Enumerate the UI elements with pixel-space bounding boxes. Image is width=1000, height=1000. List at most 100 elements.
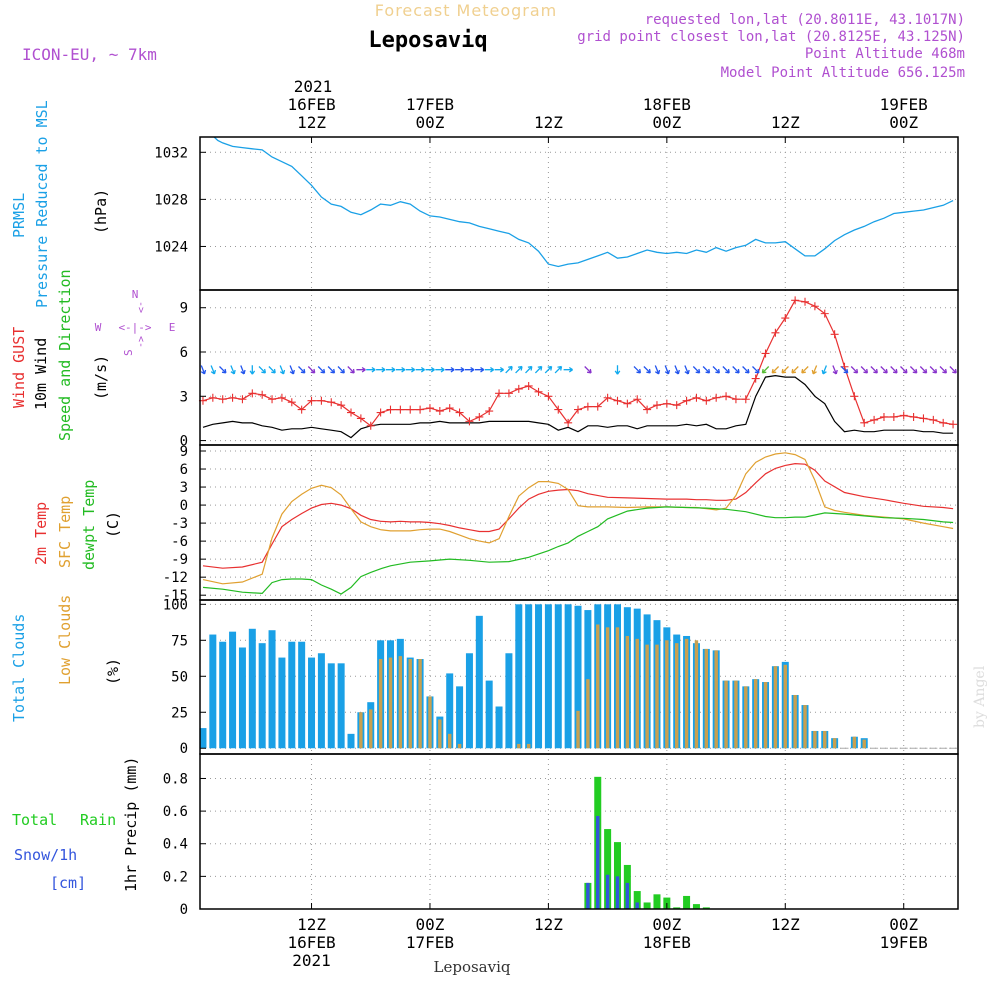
total-cloud-bar <box>209 634 217 749</box>
gust-marker <box>435 407 444 416</box>
gust-marker <box>652 401 661 410</box>
wind-barb <box>633 366 642 374</box>
total-cloud-bar <box>278 657 286 749</box>
low-cloud-bar <box>714 650 718 749</box>
wind-barb <box>643 366 651 374</box>
model-altitude: Model Point Altitude 656.125m <box>721 65 965 81</box>
gust-marker <box>860 418 869 427</box>
total-cloud-bar <box>327 663 335 749</box>
gust-marker <box>870 415 879 424</box>
rain-bar <box>604 829 612 909</box>
gust-marker <box>218 395 227 404</box>
low-cloud-bar <box>605 627 610 749</box>
gust-marker <box>416 405 425 414</box>
gust-marker <box>722 392 731 401</box>
bottom-date-label: 17FEB <box>406 933 454 952</box>
y-tick-label: 9 <box>180 444 188 460</box>
gust-marker <box>356 414 365 423</box>
gust-marker <box>820 309 829 318</box>
gust-marker <box>534 387 543 396</box>
wind-barb <box>939 366 948 374</box>
y-tick-label: 6 <box>180 462 188 478</box>
gust-marker <box>623 399 632 408</box>
top-hour-label: 00Z <box>416 113 445 132</box>
wind-barb <box>317 366 326 374</box>
pressure-unit: (hPa) <box>92 189 110 234</box>
compass-v1: -> <box>135 301 146 313</box>
y-tick-label: 9 <box>180 301 188 317</box>
wind-barb <box>870 366 878 374</box>
low-cloud-bar <box>763 682 768 749</box>
rain-bar <box>633 891 641 909</box>
y-tick-label: -3 <box>171 516 188 532</box>
y-tick-label: -9 <box>171 552 188 568</box>
gust-marker <box>396 405 405 414</box>
wind-barb <box>445 366 455 373</box>
y-tick-label: 0.4 <box>163 837 188 853</box>
wind-barb <box>850 366 859 374</box>
wind-barb <box>327 366 336 374</box>
temp-unit: (C) <box>104 511 122 538</box>
gust-marker <box>771 328 780 337</box>
gust-marker <box>258 390 267 399</box>
wind-barb <box>435 366 445 373</box>
compass-w: W <box>95 321 102 334</box>
temp-sfc-label: SFC Temp <box>56 496 74 568</box>
low-cloud-bar <box>576 710 580 749</box>
wind-barb <box>455 366 465 373</box>
compass-n: N <box>132 288 139 301</box>
gust-marker <box>208 393 217 402</box>
total-cloud-bar <box>465 653 473 749</box>
wind-barb <box>554 365 563 374</box>
location-title: Leposaviq <box>368 28 487 53</box>
precip-rain-label: Rain <box>80 811 116 829</box>
total-cloud-bar <box>219 641 227 749</box>
temp-2m-line <box>202 462 954 569</box>
gust-marker <box>731 395 740 404</box>
gust-marker <box>228 393 237 402</box>
gust-marker <box>899 411 908 420</box>
total-cloud-bar <box>544 604 552 749</box>
gust-marker <box>702 396 711 405</box>
top-date-label: 18FEB <box>643 95 691 114</box>
gust-marker <box>692 393 701 402</box>
gust-marker <box>672 401 681 410</box>
wind-barb <box>781 366 789 374</box>
wind-barb <box>210 365 217 375</box>
low-cloud-bar <box>724 680 728 749</box>
total-cloud-bar <box>535 604 543 749</box>
top-hour-label: 12Z <box>297 113 326 132</box>
low-cloud-bar <box>388 657 393 749</box>
total-cloud-bar <box>317 653 325 749</box>
wind-barb <box>386 366 396 373</box>
y-tick-label: 1028 <box>154 192 188 208</box>
low-cloud-bar <box>378 659 383 749</box>
total-cloud-bar <box>337 663 345 749</box>
chart-title: Forecast Meteogram <box>375 1 557 20</box>
wind-barb <box>484 366 495 373</box>
wind-barb <box>563 366 573 373</box>
low-cloud-bar <box>615 627 620 749</box>
bottom-date-label: 16FEB <box>287 933 335 952</box>
grid-point-coords: grid point closest lon,lat (20.8125E, 43… <box>577 29 965 45</box>
total-cloud-bar <box>229 631 237 749</box>
gust-marker <box>909 412 918 421</box>
total-cloud-bar <box>347 733 355 749</box>
snow-bar <box>605 874 610 909</box>
gust-marker <box>830 330 839 339</box>
gust-marker <box>238 395 247 404</box>
total-cloud-bar <box>308 657 316 749</box>
wind-barb <box>474 366 485 373</box>
precip-cm-label: [cm] <box>50 874 86 892</box>
precip-unit: 1hr Precip (mm) <box>122 757 140 892</box>
low-cloud-bar <box>635 638 639 749</box>
low-cloud-bar <box>359 712 363 749</box>
low-cloud-bar <box>586 679 590 749</box>
gust-marker <box>741 395 750 404</box>
wind-barb <box>534 365 543 374</box>
gust-marker <box>445 404 454 413</box>
axis-layer: 1024102810320369-15-12-9-6-3036902550751… <box>154 95 928 970</box>
wind-barb <box>525 365 533 374</box>
snow-bar <box>615 876 620 909</box>
y-tick-label: 1032 <box>154 145 188 161</box>
